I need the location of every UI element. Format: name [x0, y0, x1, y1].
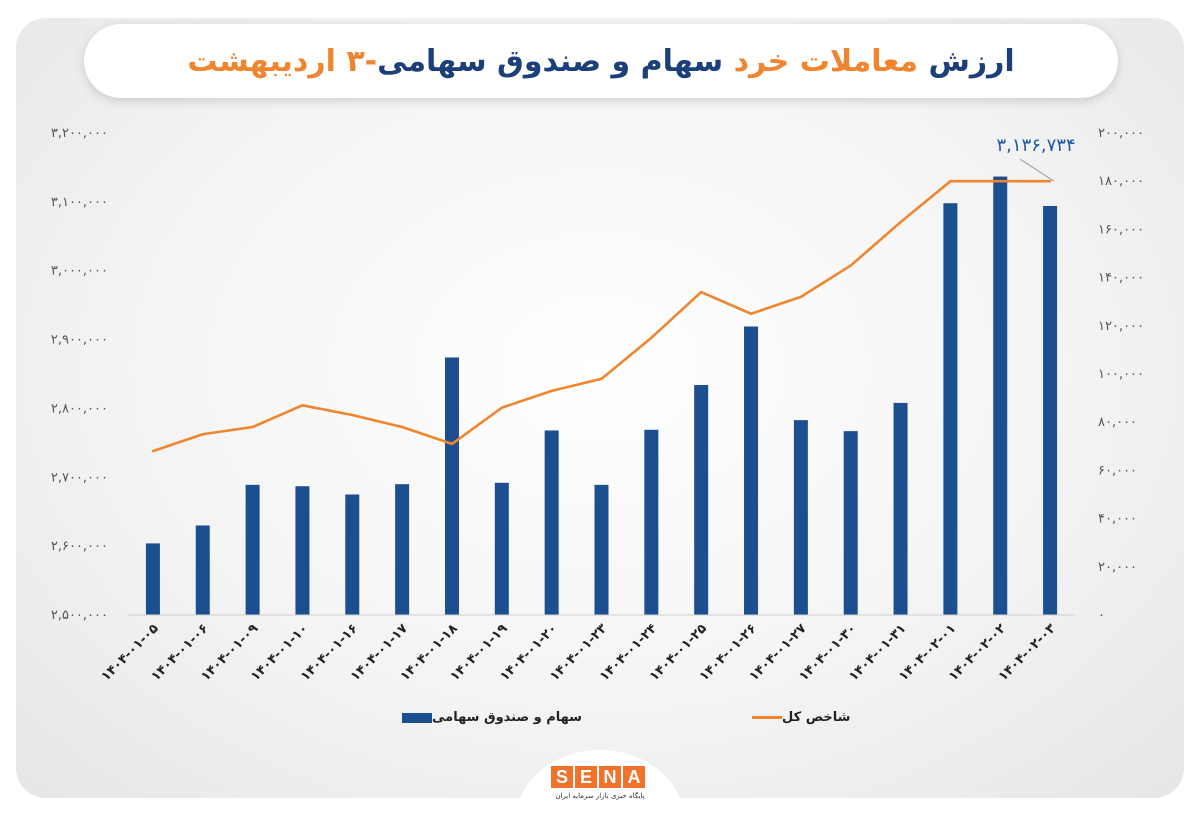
title-part-2: معاملات خرد [723, 43, 919, 79]
y-right-tick-label: ۱۴۰,۰۰۰ [1098, 271, 1144, 286]
line-point [151, 449, 155, 453]
logo-subtitle: پایگاه خبری بازار سرمایه ایران [555, 792, 645, 800]
bar [744, 326, 759, 615]
line-point [600, 377, 603, 381]
line-point [500, 406, 504, 409]
y-left-tick-label: ۲,۶۰۰,۰۰۰ [51, 539, 108, 554]
bar [943, 203, 958, 615]
y-right-tick-label: ۲۰,۰۰۰ [1098, 560, 1137, 575]
y-right-tick-label: ۱۶۰,۰۰۰ [1098, 222, 1144, 237]
bar [644, 429, 659, 615]
bar [793, 420, 808, 615]
logo-letter: E [575, 766, 597, 788]
line-point [949, 180, 952, 183]
line-point [550, 389, 553, 393]
y-right-tick-label: ۲۰۰,۰۰۰ [1098, 126, 1144, 141]
legend-line-swatch [752, 716, 782, 719]
y-right-tick-label: ۶۰,۰۰۰ [1098, 463, 1137, 478]
line-point [251, 425, 254, 429]
y-right-tick-label: ۱۲۰,۰۰۰ [1098, 319, 1144, 334]
annotation-label: ۳,۱۳۶,۷۳۴ [997, 135, 1076, 156]
y-right-tick-label: ۴۰,۰۰۰ [1098, 512, 1137, 527]
logo-letters: S E N A [551, 766, 645, 788]
line-point [351, 413, 354, 417]
line-point [899, 220, 902, 224]
title-part-3: سهام و صندوق سهامی [377, 43, 724, 79]
bar [395, 484, 410, 615]
line-point [799, 295, 803, 299]
title-part-1: ارزش [918, 43, 1015, 79]
legend-line: شاخص کل [740, 710, 850, 725]
y-left-tick-label: ۳,۰۰۰,۰۰۰ [51, 264, 108, 279]
logo-letter: N [599, 766, 621, 788]
line-point [450, 442, 454, 446]
legend-bar-swatch [402, 712, 432, 723]
bar [195, 525, 210, 615]
bar [444, 357, 459, 615]
line-point [201, 433, 204, 436]
logo-letter: A [623, 766, 645, 788]
bar [345, 494, 360, 615]
bar [843, 431, 858, 615]
y-right-tick-label: ۱۸۰,۰۰۰ [1098, 174, 1144, 189]
bar [1043, 205, 1058, 615]
y-left-tick-label: ۲,۸۰۰,۰۰۰ [51, 401, 108, 416]
bar [694, 385, 709, 615]
bar [245, 484, 260, 615]
bar [993, 176, 1008, 615]
line-point [849, 264, 852, 267]
logo-letter: S [551, 766, 573, 788]
line-point [400, 425, 404, 429]
line-series [152, 179, 1051, 453]
y-right-tick-label: ۰ [1098, 608, 1105, 623]
annotation-leader [1019, 158, 1055, 182]
y-left-tick-label: ۳,۲۰۰,۰۰۰ [51, 126, 108, 141]
line-point [650, 336, 653, 340]
y-left-tick-label: ۳,۱۰۰,۰۰۰ [51, 195, 108, 210]
legend-bar-label: سهام و صندوق سهامی [432, 710, 582, 725]
title-part-4: -۳ اردیبهشت [187, 43, 378, 79]
legend-bar: سهام و صندوق سهامی [390, 710, 582, 725]
bar [594, 484, 609, 615]
line-point [999, 180, 1002, 183]
legend-line-label: شاخص کل [782, 710, 851, 725]
y-right-tick-label: ۸۰,۰۰۰ [1098, 415, 1137, 430]
y-left-tick-label: ۲,۹۰۰,۰۰۰ [51, 333, 108, 348]
line-point [1048, 180, 1052, 183]
chart-title: ارزش معاملات خرد سهام و صندوق سهامی -۳ ا… [84, 24, 1118, 98]
bar [494, 482, 509, 615]
line-point [301, 404, 304, 407]
y-right-tick-label: ۱۰۰,۰۰۰ [1098, 367, 1144, 382]
bar [145, 543, 160, 615]
chart-card [16, 18, 1184, 798]
line-point [699, 290, 703, 294]
bar [893, 402, 908, 615]
y-left-tick-label: ۲,۷۰۰,۰۰۰ [51, 470, 108, 485]
y-left-tick-label: ۲,۵۰۰,۰۰۰ [51, 608, 108, 623]
bar [295, 486, 310, 615]
bar [544, 430, 559, 615]
line-point [749, 312, 753, 315]
